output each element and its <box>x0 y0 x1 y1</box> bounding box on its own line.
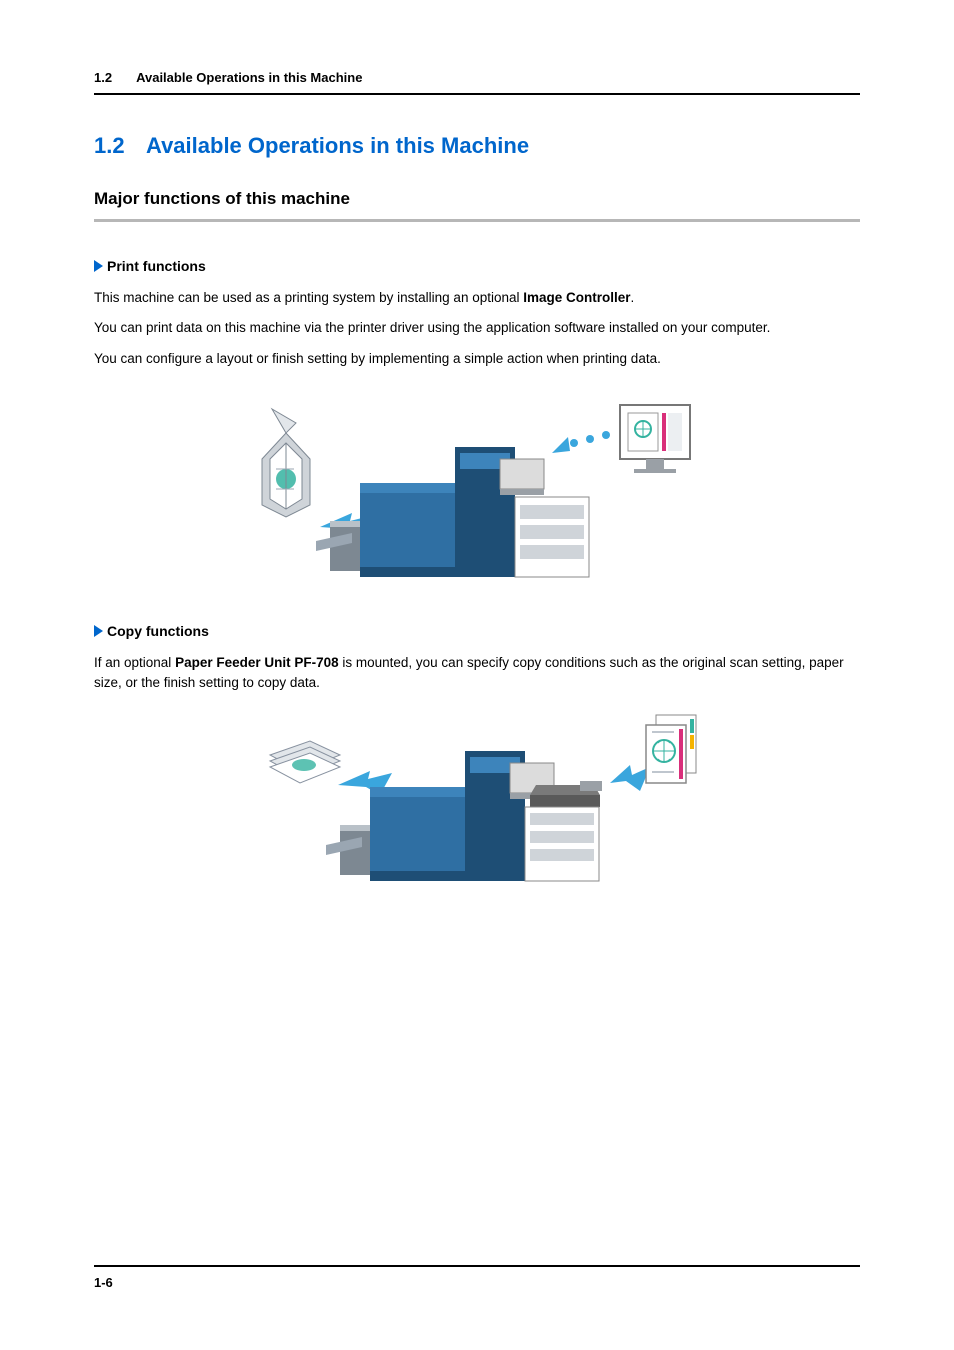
heading-text: Copy functions <box>107 623 209 639</box>
running-header: 1.2 Available Operations in this Machine <box>94 70 860 95</box>
section-subtitle: Major functions of this machine <box>94 189 860 222</box>
triangle-icon <box>94 260 103 272</box>
body-text: You can print data on this machine via t… <box>94 318 860 338</box>
page-title: 1.2Available Operations in this Machine <box>94 133 860 159</box>
print-functions-illustration <box>94 387 860 587</box>
print-functions-heading: Print functions <box>94 258 860 274</box>
body-text: If an optional Paper Feeder Unit PF-708 … <box>94 653 860 694</box>
title-text: Available Operations in this Machine <box>146 133 529 158</box>
triangle-icon <box>94 625 103 637</box>
header-section-title: Available Operations in this Machine <box>136 70 362 85</box>
copy-functions-illustration <box>94 711 860 911</box>
title-number: 1.2 <box>94 133 146 159</box>
page-number: 1-6 <box>94 1275 113 1290</box>
body-text: You can configure a layout or finish set… <box>94 349 860 369</box>
page-footer: 1-6 <box>94 1265 860 1290</box>
body-text: This machine can be used as a printing s… <box>94 288 860 308</box>
heading-text: Print functions <box>107 258 206 274</box>
copy-functions-heading: Copy functions <box>94 623 860 639</box>
header-section-num: 1.2 <box>94 70 112 85</box>
